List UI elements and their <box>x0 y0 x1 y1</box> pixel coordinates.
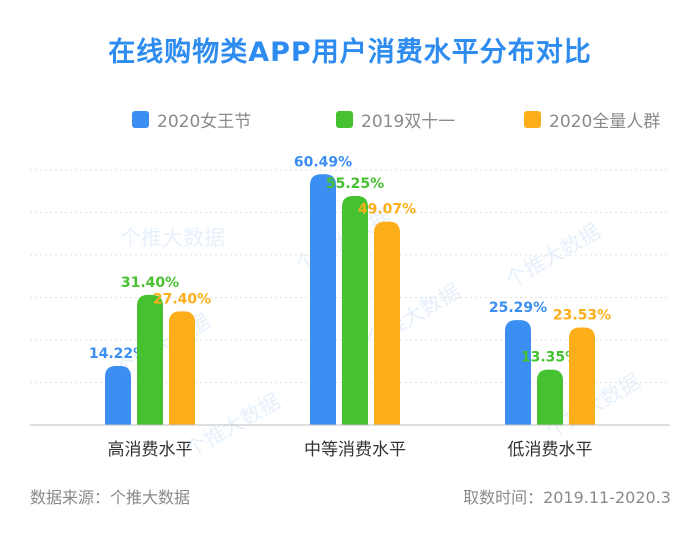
chart-title: 在线购物类APP用户消费水平分布对比 <box>108 37 592 68</box>
bar-0-1 <box>310 174 336 425</box>
data-label-2-0: 27.40% <box>153 291 211 307</box>
bar-1-1 <box>342 195 368 425</box>
legend-swatch <box>524 110 541 128</box>
data-label-0-2: 25.29% <box>489 300 547 316</box>
bar-0-0 <box>105 366 131 425</box>
x-tick-label-1: 中等消费水平 <box>304 440 406 460</box>
legend-label: 2020女王节 <box>157 111 252 132</box>
legend-swatch <box>336 110 353 128</box>
bar-1-0 <box>137 294 163 425</box>
data-label-2-1: 49.07% <box>358 202 416 218</box>
legend-item-2019-double-eleven: 2019双十一 <box>336 107 456 132</box>
x-tick-label-0: 高消费水平 <box>108 440 193 460</box>
bar-1-2 <box>537 369 563 425</box>
watermark: 个推大数据 <box>120 226 225 250</box>
x-tick-label-2: 低消费水平 <box>508 440 593 460</box>
bar-2-2 <box>569 327 595 425</box>
legend-swatch <box>132 110 149 128</box>
data-label-0-0: 14.22% <box>89 346 147 362</box>
data-label-0-1: 60.49% <box>294 154 352 170</box>
legend-label: 2019双十一 <box>361 111 456 132</box>
data-label-1-1: 55.25% <box>326 176 384 192</box>
legend-label: 2020全量人群 <box>549 111 661 132</box>
plot-area: 14.22% 60.49% 25.29% 31.40% 55.25% 13.35% 27.4… <box>30 154 670 460</box>
bar-2-1 <box>374 221 400 425</box>
data-label-1-2: 13.35% <box>521 350 579 366</box>
bar-0-2 <box>505 320 531 425</box>
footer-period: 取数时间：2019.11-2020.3 <box>463 488 671 507</box>
footer-source: 数据来源：个推大数据 <box>30 488 191 507</box>
legend-item-2020-queen-festival: 2020女王节 <box>132 107 252 132</box>
data-label-1-0: 31.40% <box>121 275 179 291</box>
data-label-2-2: 23.53% <box>553 307 611 323</box>
bar-2-0 <box>169 311 195 425</box>
legend-item-2020-all-users: 2020全量人群 <box>524 107 661 132</box>
